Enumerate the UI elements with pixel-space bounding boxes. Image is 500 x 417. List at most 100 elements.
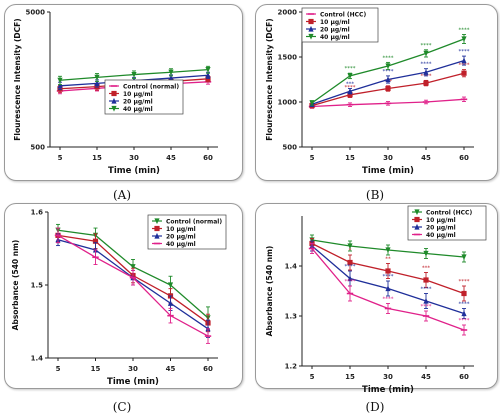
legend-marker [111, 105, 117, 112]
data-point [461, 36, 467, 43]
chart-b: 5 15 30 45 60 500 1000 1500 2000 Time (min) Floure… [265, 7, 474, 176]
legend-marker [110, 85, 118, 87]
x-tick-label: 60 [203, 154, 213, 162]
data-point [460, 98, 468, 101]
x-tick-label: 60 [459, 154, 469, 162]
data-point [423, 50, 429, 57]
significance-label: *** [346, 82, 355, 88]
x-tick-label: 30 [128, 365, 138, 373]
x-tick-label: 15 [92, 154, 102, 162]
significance-label: *** [422, 266, 431, 272]
y-tick-label: 1.6 [31, 209, 44, 217]
data-point [347, 275, 353, 282]
legend-marker [308, 33, 314, 40]
data-point [461, 254, 467, 261]
series-3 [54, 227, 212, 344]
data-point [346, 292, 354, 295]
x-tick-label: 5 [310, 373, 315, 381]
y-axis-label: Flourescence Intensity (DCF) [13, 18, 22, 140]
x-tick-label: 30 [383, 154, 393, 162]
y-tick-label: 500 [30, 144, 45, 152]
legend-label: 20 µg/ml [320, 26, 350, 33]
series-3: **** **** **** **** [309, 28, 470, 106]
y-tick-label: 1.3 [285, 313, 298, 321]
significance-label: **** [383, 55, 394, 61]
significance-label: **** [421, 304, 432, 310]
data-point [205, 67, 211, 73]
significance-label: **** [421, 73, 432, 79]
legend-label: Control (HCC) [320, 11, 366, 18]
series-0 [309, 234, 467, 263]
series-2: **************** [309, 240, 470, 319]
x-tick-label: 60 [203, 365, 213, 373]
data-point [347, 88, 353, 94]
x-tick-label: 5 [58, 154, 63, 162]
data-point [384, 307, 392, 310]
data-point [347, 73, 353, 79]
caption-a: (A) [112, 188, 132, 202]
significance-label: **** [459, 63, 470, 69]
data-point [461, 57, 467, 64]
significance-label: **** [459, 318, 470, 324]
legend-marker [154, 218, 160, 225]
data-point [461, 70, 467, 76]
legend-label: 10 µg/ml [426, 217, 456, 224]
significance-label: **** [421, 287, 432, 293]
x-tick-label: 45 [166, 154, 176, 162]
x-tick-label: 45 [421, 154, 431, 162]
legend-label: 10 µg/ml [166, 226, 196, 233]
significance-label: **** [459, 279, 470, 285]
data-point [384, 102, 392, 105]
data-point [168, 69, 174, 76]
y-tick-label: 1.4 [31, 355, 44, 363]
significance-label: **** [459, 28, 470, 34]
series-0 [308, 96, 468, 109]
data-point [347, 92, 353, 98]
x-axis-label: Time (min) [362, 166, 414, 176]
significance-label: **** [421, 43, 432, 49]
data-point [308, 247, 316, 250]
y-axis-label: Flourescence Intensity (DCF) [265, 18, 274, 140]
significance-label: * [349, 248, 352, 254]
y-tick-label: 1000 [278, 99, 298, 107]
x-tick-label: 45 [421, 373, 431, 381]
significance-label: **** [345, 264, 356, 270]
data-point [461, 310, 467, 317]
y-tick-label: 1.2 [285, 363, 298, 371]
legend-marker [414, 223, 420, 230]
data-point [460, 329, 468, 331]
legend-marker [308, 25, 314, 32]
data-point [129, 276, 137, 279]
significance-label: **** [383, 297, 394, 303]
data-point [385, 268, 391, 274]
legend-label: 40 µg/ml [123, 106, 153, 113]
legend-label: Control (normal) [166, 218, 222, 225]
data-point [423, 277, 429, 283]
data-point [57, 82, 63, 89]
legend-marker [111, 97, 117, 104]
significance-label: **** [383, 274, 394, 280]
x-tick-label: 15 [91, 365, 101, 373]
y-tick-label: 2000 [278, 9, 298, 17]
series-2 [55, 233, 211, 339]
chart-c: 5 15 30 45 60 1.4 1.5 1.6 Time (min) Absorbance (… [11, 209, 227, 387]
y-tick-label: 1.4 [285, 263, 298, 271]
x-tick-label: 5 [56, 365, 61, 373]
data-point [461, 290, 467, 297]
significance-label: ** [385, 257, 391, 263]
data-point [347, 259, 353, 266]
y-tick-label: 1500 [278, 54, 298, 62]
series-2: *************** [309, 49, 470, 107]
data-point [131, 71, 137, 78]
legend-label: Control (HCC) [426, 209, 472, 216]
data-point [92, 238, 99, 244]
caption-c: (C) [112, 400, 132, 414]
x-tick-label: 15 [345, 373, 355, 381]
data-point [167, 300, 174, 306]
data-point [423, 250, 429, 257]
legend-label: Control (normal) [123, 83, 179, 90]
